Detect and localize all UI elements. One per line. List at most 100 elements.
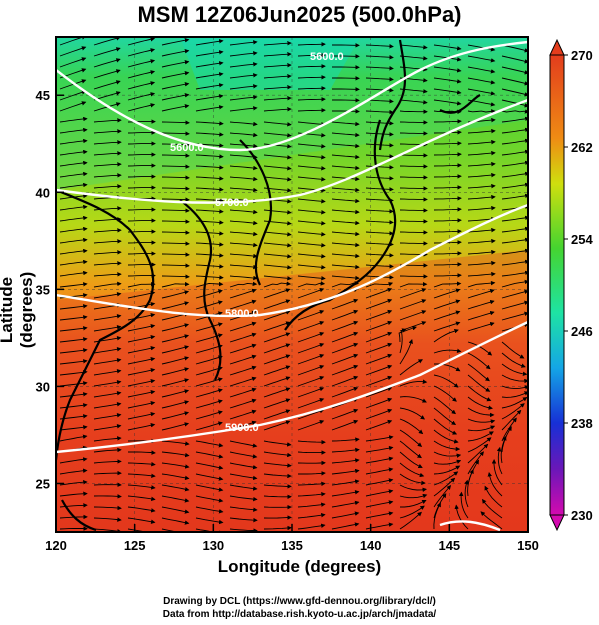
streamline bbox=[501, 193, 528, 200]
streamline bbox=[161, 230, 190, 235]
streamline bbox=[501, 182, 528, 189]
streamline bbox=[399, 462, 425, 478]
streamline bbox=[93, 151, 122, 156]
streamline bbox=[365, 88, 394, 93]
streamline bbox=[433, 44, 462, 51]
streamline bbox=[467, 310, 495, 321]
streamline bbox=[229, 62, 258, 68]
streamline bbox=[331, 242, 360, 248]
streamline bbox=[433, 451, 462, 458]
streamline bbox=[399, 274, 428, 279]
streamline bbox=[467, 150, 496, 156]
streamline bbox=[161, 506, 190, 514]
streamline bbox=[195, 209, 224, 214]
streamline bbox=[399, 131, 428, 136]
streamline bbox=[501, 109, 528, 114]
streamline bbox=[331, 490, 360, 497]
streamline bbox=[263, 494, 292, 500]
streamline bbox=[297, 331, 325, 343]
streamline bbox=[263, 74, 292, 79]
streamline bbox=[399, 281, 428, 288]
y-axis-title: Latitude (degrees) bbox=[0, 271, 36, 349]
streamline bbox=[331, 468, 360, 475]
streamline bbox=[501, 171, 528, 178]
streamline bbox=[491, 459, 503, 486]
streamline bbox=[127, 423, 156, 431]
streamline bbox=[59, 171, 88, 178]
streamline bbox=[93, 470, 122, 476]
x-tick-label: 150 bbox=[517, 538, 539, 553]
streamline bbox=[297, 439, 326, 445]
streamline bbox=[331, 132, 360, 138]
streamline bbox=[467, 44, 496, 52]
streamline bbox=[365, 143, 394, 148]
streamline bbox=[127, 401, 156, 409]
streamline bbox=[501, 374, 528, 384]
streamline bbox=[297, 264, 326, 270]
streamline bbox=[59, 370, 88, 376]
streamline bbox=[433, 66, 462, 73]
streamline bbox=[297, 42, 326, 47]
streamline bbox=[161, 71, 190, 79]
streamline bbox=[195, 105, 224, 112]
streamline bbox=[93, 424, 122, 431]
streamline bbox=[467, 161, 496, 167]
streamline bbox=[161, 356, 190, 365]
streamline bbox=[263, 264, 292, 270]
streamline bbox=[263, 209, 292, 215]
streamline bbox=[433, 273, 462, 278]
streamline bbox=[501, 66, 528, 75]
streamline bbox=[161, 378, 190, 387]
streamline bbox=[59, 479, 88, 486]
streamline bbox=[161, 422, 190, 431]
streamline bbox=[263, 231, 292, 237]
streamline bbox=[195, 421, 223, 431]
streamline bbox=[501, 403, 525, 420]
streamline bbox=[467, 363, 490, 382]
streamline bbox=[365, 511, 394, 519]
contour-label: 5600.0 bbox=[310, 51, 344, 63]
streamline bbox=[331, 165, 360, 171]
streamline bbox=[433, 251, 462, 256]
streamline bbox=[399, 328, 407, 354]
streamline bbox=[93, 250, 122, 255]
streamline bbox=[263, 176, 292, 182]
x-tick-label: 120 bbox=[45, 538, 67, 553]
streamline bbox=[229, 264, 258, 270]
streamline bbox=[433, 310, 461, 321]
streamline bbox=[161, 186, 190, 191]
streamline bbox=[501, 300, 528, 310]
streamline bbox=[59, 457, 88, 464]
streamline bbox=[229, 398, 257, 409]
streamline bbox=[400, 499, 427, 508]
streamline bbox=[229, 253, 258, 259]
streamline bbox=[331, 198, 360, 204]
streamline bbox=[331, 280, 359, 288]
streamline bbox=[263, 409, 291, 420]
streamline bbox=[433, 471, 459, 486]
streamline bbox=[433, 174, 462, 179]
streamline bbox=[297, 408, 325, 420]
streamline bbox=[501, 391, 528, 398]
streamline bbox=[195, 484, 224, 492]
streamline bbox=[467, 227, 496, 233]
streamline bbox=[399, 197, 428, 202]
streamline bbox=[127, 37, 156, 46]
streamline bbox=[93, 118, 122, 123]
streamline bbox=[331, 154, 360, 160]
streamline bbox=[229, 242, 258, 248]
streamline bbox=[59, 127, 88, 134]
streamline bbox=[433, 196, 462, 201]
streamline bbox=[161, 263, 190, 268]
streamline bbox=[433, 477, 456, 497]
colorbar-scale bbox=[549, 54, 565, 516]
streamline bbox=[263, 299, 291, 310]
streamline bbox=[365, 386, 393, 398]
streamline bbox=[467, 431, 494, 442]
streamline bbox=[467, 341, 493, 356]
streamline bbox=[229, 84, 258, 90]
streamline bbox=[365, 287, 393, 299]
streamline bbox=[399, 493, 428, 499]
streamline bbox=[263, 41, 292, 46]
